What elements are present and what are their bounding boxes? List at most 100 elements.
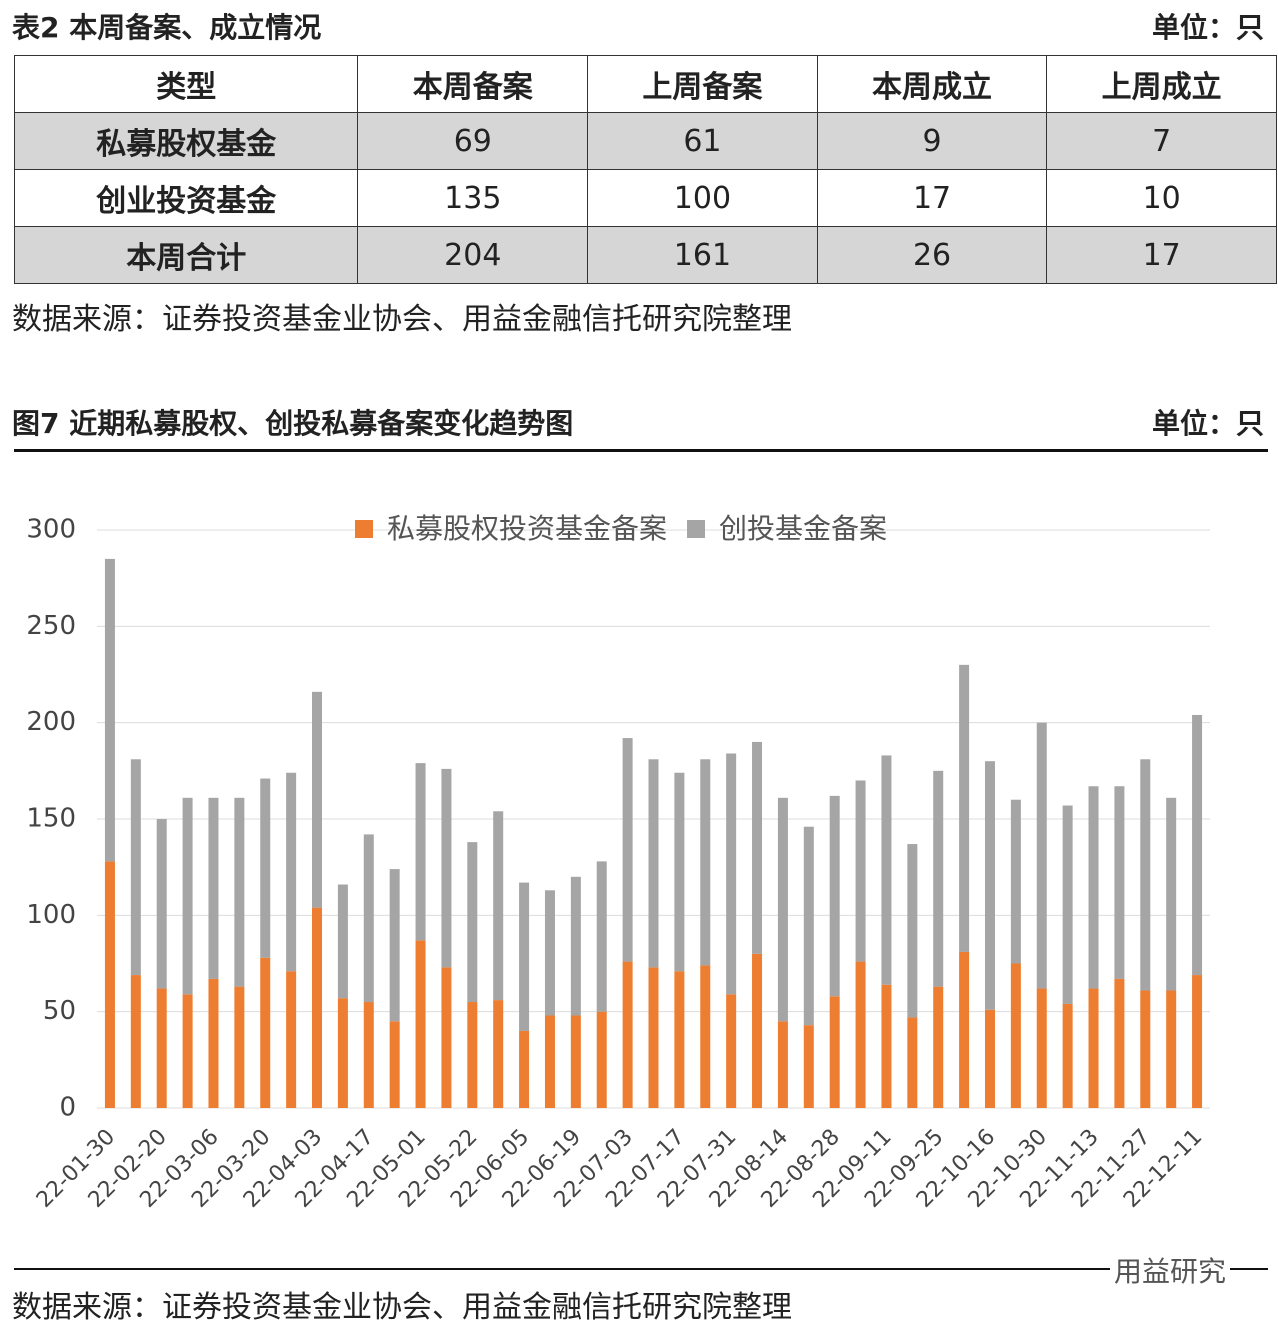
y-tick-label: 50 bbox=[43, 996, 76, 1026]
table-cell: 161 bbox=[587, 226, 818, 284]
bar bbox=[104, 558, 115, 862]
bar bbox=[596, 861, 607, 1012]
bar bbox=[1192, 975, 1203, 1108]
bar bbox=[1140, 759, 1151, 991]
bar bbox=[1114, 786, 1125, 979]
bar bbox=[544, 1015, 555, 1108]
bar bbox=[544, 890, 555, 1016]
bar bbox=[1062, 1003, 1073, 1108]
bar bbox=[208, 797, 219, 979]
chart: 05010015020025030022-01-3022-02-2022-03-… bbox=[26, 512, 1210, 1213]
bar bbox=[363, 1002, 374, 1108]
bar bbox=[752, 953, 763, 1108]
bar bbox=[337, 884, 348, 999]
bar bbox=[182, 994, 193, 1108]
table-cell: 26 bbox=[816, 226, 1048, 284]
bar bbox=[415, 763, 426, 941]
table-cell: 本周备案 bbox=[357, 55, 589, 113]
rule bbox=[14, 449, 1268, 452]
bar bbox=[1192, 714, 1203, 976]
table-cell: 17 bbox=[816, 169, 1048, 227]
bar bbox=[752, 741, 763, 954]
bar bbox=[570, 1015, 581, 1108]
table-cell: 本周成立 bbox=[816, 55, 1048, 113]
bar bbox=[881, 755, 892, 985]
table-cell: 204 bbox=[357, 226, 589, 284]
bar bbox=[984, 761, 995, 1010]
bar bbox=[234, 986, 245, 1108]
bar bbox=[441, 967, 452, 1108]
bar bbox=[1088, 988, 1099, 1108]
y-tick-label: 200 bbox=[26, 707, 76, 737]
figure-title: 图7 近期私募股权、创投私募备案变化趋势图 bbox=[12, 407, 574, 440]
bar bbox=[389, 869, 400, 1022]
bar bbox=[1010, 799, 1021, 964]
bar bbox=[829, 795, 840, 997]
bar bbox=[363, 834, 374, 1003]
bar bbox=[881, 984, 892, 1108]
table-cell: 类型 bbox=[13, 55, 359, 113]
y-tick-label: 150 bbox=[26, 804, 76, 834]
table-source: 数据来源：证券投资基金业协会、用益金融信托研究院整理 bbox=[12, 302, 792, 337]
bar bbox=[959, 664, 970, 952]
bar bbox=[726, 994, 737, 1108]
bar bbox=[648, 759, 659, 968]
table-row: 创业投资基金 135 100 17 10 bbox=[13, 169, 1277, 227]
y-tick-label: 250 bbox=[26, 611, 76, 641]
table-cell: 上周成立 bbox=[1046, 55, 1277, 113]
bar bbox=[570, 876, 581, 1016]
bar bbox=[622, 961, 633, 1108]
bar bbox=[777, 797, 788, 1022]
table-row: 本周合计 204 161 26 17 bbox=[13, 226, 1277, 284]
bar bbox=[803, 1025, 814, 1108]
bar bbox=[415, 940, 426, 1108]
bar bbox=[467, 842, 478, 1003]
bar bbox=[596, 1011, 607, 1108]
bar bbox=[1166, 797, 1177, 991]
bar bbox=[493, 1000, 504, 1108]
bar bbox=[130, 759, 141, 976]
table-title: 表2 本周备案、成立情况 bbox=[12, 11, 322, 44]
bar bbox=[156, 988, 167, 1108]
bar bbox=[907, 844, 918, 1018]
bar bbox=[286, 971, 297, 1108]
bar bbox=[156, 819, 167, 989]
bar bbox=[441, 768, 452, 968]
table: 类型 本周备案 上周备案 本周成立 上周成立 私募股权基金 69 61 9 7 创业投资基金 135 1… bbox=[13, 55, 1277, 284]
bar bbox=[519, 882, 530, 1031]
figure-source: 数据来源：证券投资基金业协会、用益金融信托研究院整理 bbox=[12, 1290, 792, 1325]
bar bbox=[829, 996, 840, 1108]
bar bbox=[234, 797, 245, 987]
bar bbox=[674, 772, 685, 972]
bar bbox=[337, 998, 348, 1108]
table-cell: 上周备案 bbox=[587, 55, 818, 113]
bar bbox=[1166, 990, 1177, 1108]
bar bbox=[648, 967, 659, 1108]
table-cell: 135 bbox=[357, 169, 589, 227]
bar bbox=[803, 826, 814, 1026]
legend-swatch bbox=[355, 520, 373, 538]
table-unit: 单位：只 bbox=[1151, 11, 1264, 44]
bar bbox=[959, 951, 970, 1108]
bar bbox=[933, 986, 944, 1108]
bar bbox=[104, 861, 115, 1108]
bar bbox=[182, 797, 193, 995]
bar bbox=[260, 957, 271, 1108]
bar bbox=[467, 1002, 478, 1108]
watermark: 用益研究 bbox=[1110, 1250, 1231, 1290]
bar bbox=[208, 978, 219, 1108]
table-cell: 创业投资基金 bbox=[13, 169, 359, 227]
y-tick-label: 0 bbox=[59, 1093, 76, 1123]
bar bbox=[622, 738, 633, 962]
bar bbox=[1062, 805, 1073, 1004]
table-cell: 69 bbox=[357, 112, 589, 170]
bar bbox=[286, 772, 297, 972]
y-tick-label: 100 bbox=[26, 900, 76, 930]
bar bbox=[700, 965, 711, 1108]
bar bbox=[700, 759, 711, 966]
bar bbox=[260, 778, 271, 958]
bar bbox=[777, 1021, 788, 1108]
table-cell: 9 bbox=[816, 112, 1048, 170]
bar bbox=[312, 691, 323, 908]
